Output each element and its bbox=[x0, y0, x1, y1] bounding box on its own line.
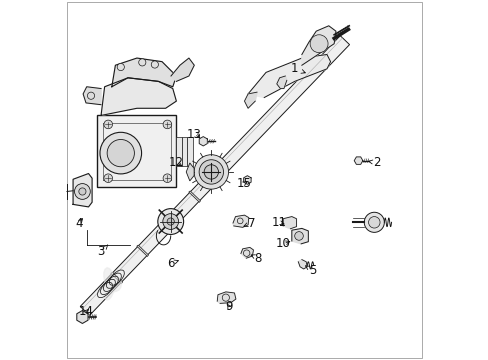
Circle shape bbox=[100, 132, 142, 174]
Text: 4: 4 bbox=[75, 216, 82, 230]
Text: 1: 1 bbox=[290, 62, 305, 75]
Polygon shape bbox=[217, 292, 235, 303]
Circle shape bbox=[107, 139, 134, 167]
Text: 13: 13 bbox=[186, 127, 202, 141]
Polygon shape bbox=[163, 218, 174, 229]
Circle shape bbox=[74, 184, 90, 199]
Circle shape bbox=[104, 120, 112, 129]
Circle shape bbox=[104, 174, 112, 183]
Circle shape bbox=[199, 160, 223, 184]
Circle shape bbox=[203, 165, 218, 179]
Polygon shape bbox=[80, 36, 349, 315]
Circle shape bbox=[368, 217, 379, 228]
Polygon shape bbox=[241, 247, 253, 258]
Polygon shape bbox=[73, 174, 92, 207]
Polygon shape bbox=[283, 217, 296, 229]
Polygon shape bbox=[244, 92, 257, 108]
Text: 9: 9 bbox=[224, 300, 232, 313]
Text: 12: 12 bbox=[168, 156, 183, 169]
Polygon shape bbox=[298, 260, 306, 269]
Polygon shape bbox=[276, 76, 286, 89]
Polygon shape bbox=[301, 26, 335, 65]
Polygon shape bbox=[112, 58, 176, 87]
Circle shape bbox=[294, 231, 303, 240]
Text: 2: 2 bbox=[367, 156, 380, 169]
Polygon shape bbox=[77, 311, 88, 323]
FancyBboxPatch shape bbox=[187, 137, 192, 166]
Polygon shape bbox=[188, 191, 200, 202]
Polygon shape bbox=[199, 136, 207, 146]
Polygon shape bbox=[247, 54, 330, 98]
Polygon shape bbox=[171, 58, 194, 81]
FancyBboxPatch shape bbox=[176, 137, 182, 166]
Polygon shape bbox=[101, 78, 176, 116]
FancyBboxPatch shape bbox=[97, 116, 176, 187]
Circle shape bbox=[163, 120, 171, 129]
Text: 5: 5 bbox=[305, 264, 316, 277]
Circle shape bbox=[163, 174, 171, 183]
Circle shape bbox=[139, 59, 145, 66]
Circle shape bbox=[158, 209, 183, 234]
Circle shape bbox=[309, 35, 327, 53]
Polygon shape bbox=[291, 228, 308, 244]
Text: 6: 6 bbox=[167, 257, 178, 270]
Polygon shape bbox=[137, 245, 148, 256]
Text: 11: 11 bbox=[271, 216, 286, 229]
Polygon shape bbox=[83, 87, 101, 105]
Text: 10: 10 bbox=[275, 237, 290, 250]
Circle shape bbox=[194, 155, 228, 189]
Text: 14: 14 bbox=[79, 306, 93, 319]
Circle shape bbox=[163, 213, 178, 229]
Polygon shape bbox=[103, 268, 122, 300]
Circle shape bbox=[79, 188, 86, 195]
Polygon shape bbox=[214, 164, 226, 175]
Polygon shape bbox=[233, 215, 248, 227]
Circle shape bbox=[364, 212, 384, 232]
Circle shape bbox=[117, 63, 124, 71]
Text: 15: 15 bbox=[236, 177, 251, 190]
Polygon shape bbox=[186, 163, 194, 181]
Circle shape bbox=[151, 61, 158, 68]
Text: 7: 7 bbox=[244, 216, 255, 230]
Circle shape bbox=[167, 218, 174, 225]
Polygon shape bbox=[353, 157, 362, 165]
FancyBboxPatch shape bbox=[182, 137, 187, 166]
Polygon shape bbox=[243, 176, 250, 184]
Text: 3: 3 bbox=[97, 245, 107, 258]
Text: 8: 8 bbox=[250, 252, 261, 265]
Polygon shape bbox=[111, 272, 122, 284]
